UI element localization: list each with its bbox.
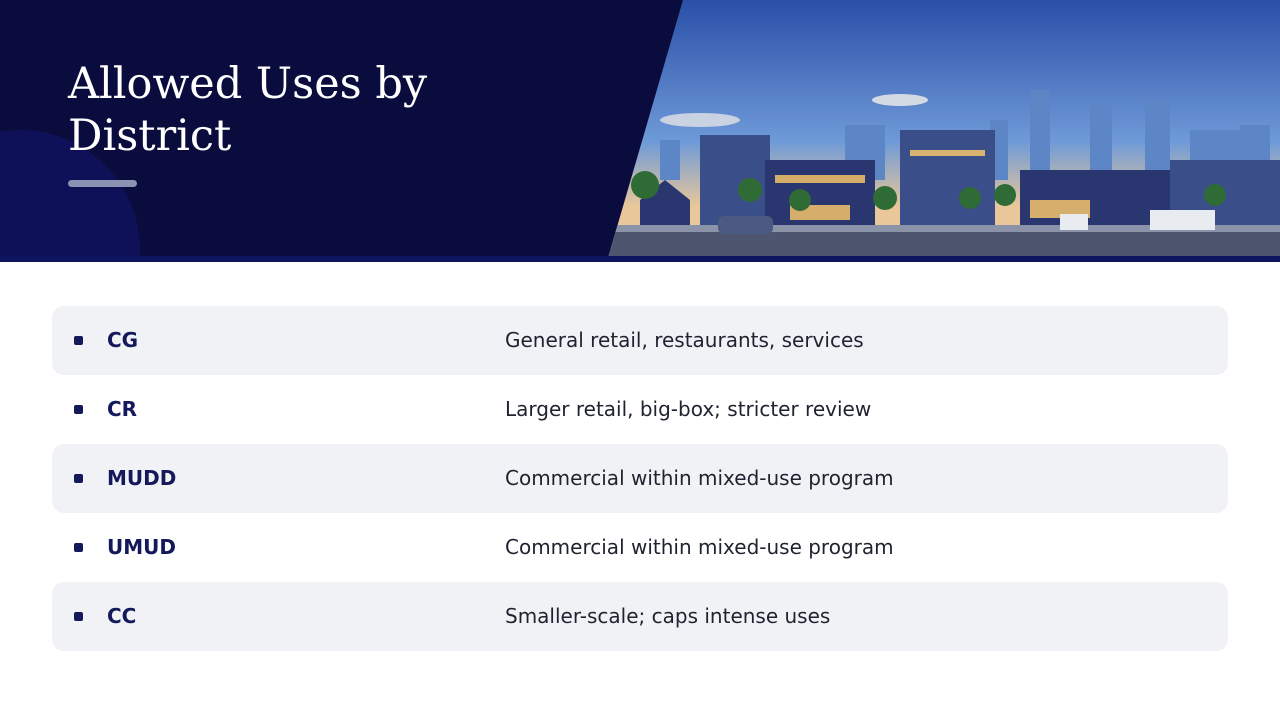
city-illustration	[608, 0, 1280, 258]
bullet	[74, 612, 83, 621]
allowed-uses: Commercial within mixed-use program	[505, 466, 894, 490]
district-code: MUDD	[107, 466, 177, 490]
district-code: CC	[107, 604, 137, 628]
district-row: UMUD Commercial within mixed-use program	[52, 513, 1228, 582]
bullet	[74, 336, 83, 345]
district-code: CR	[107, 397, 138, 421]
district-row: CR Larger retail, big-box; stricter revie…	[52, 375, 1228, 444]
header-banner	[0, 0, 1280, 262]
district-code: UMUD	[107, 535, 176, 559]
district-list: CG General retail, restaurants, services C…	[52, 306, 1228, 651]
district-row: CC Smaller-scale; caps intense uses	[52, 582, 1228, 651]
allowed-uses: Commercial within mixed-use program	[505, 535, 894, 559]
allowed-uses: General retail, restaurants, services	[505, 328, 864, 352]
allowed-uses: Larger retail, big-box; stricter review	[505, 397, 872, 421]
allowed-uses: Smaller-scale; caps intense uses	[505, 604, 831, 628]
slide-title: Allowed Uses by District	[68, 59, 428, 161]
district-row: CG General retail, restaurants, services	[52, 306, 1228, 375]
district-row: MUDD Commercial within mixed-use program	[52, 444, 1228, 513]
bullet	[74, 543, 83, 552]
title-accent	[68, 180, 137, 187]
bullet	[74, 405, 83, 414]
district-code: CG	[107, 328, 139, 352]
bullet	[74, 474, 83, 483]
